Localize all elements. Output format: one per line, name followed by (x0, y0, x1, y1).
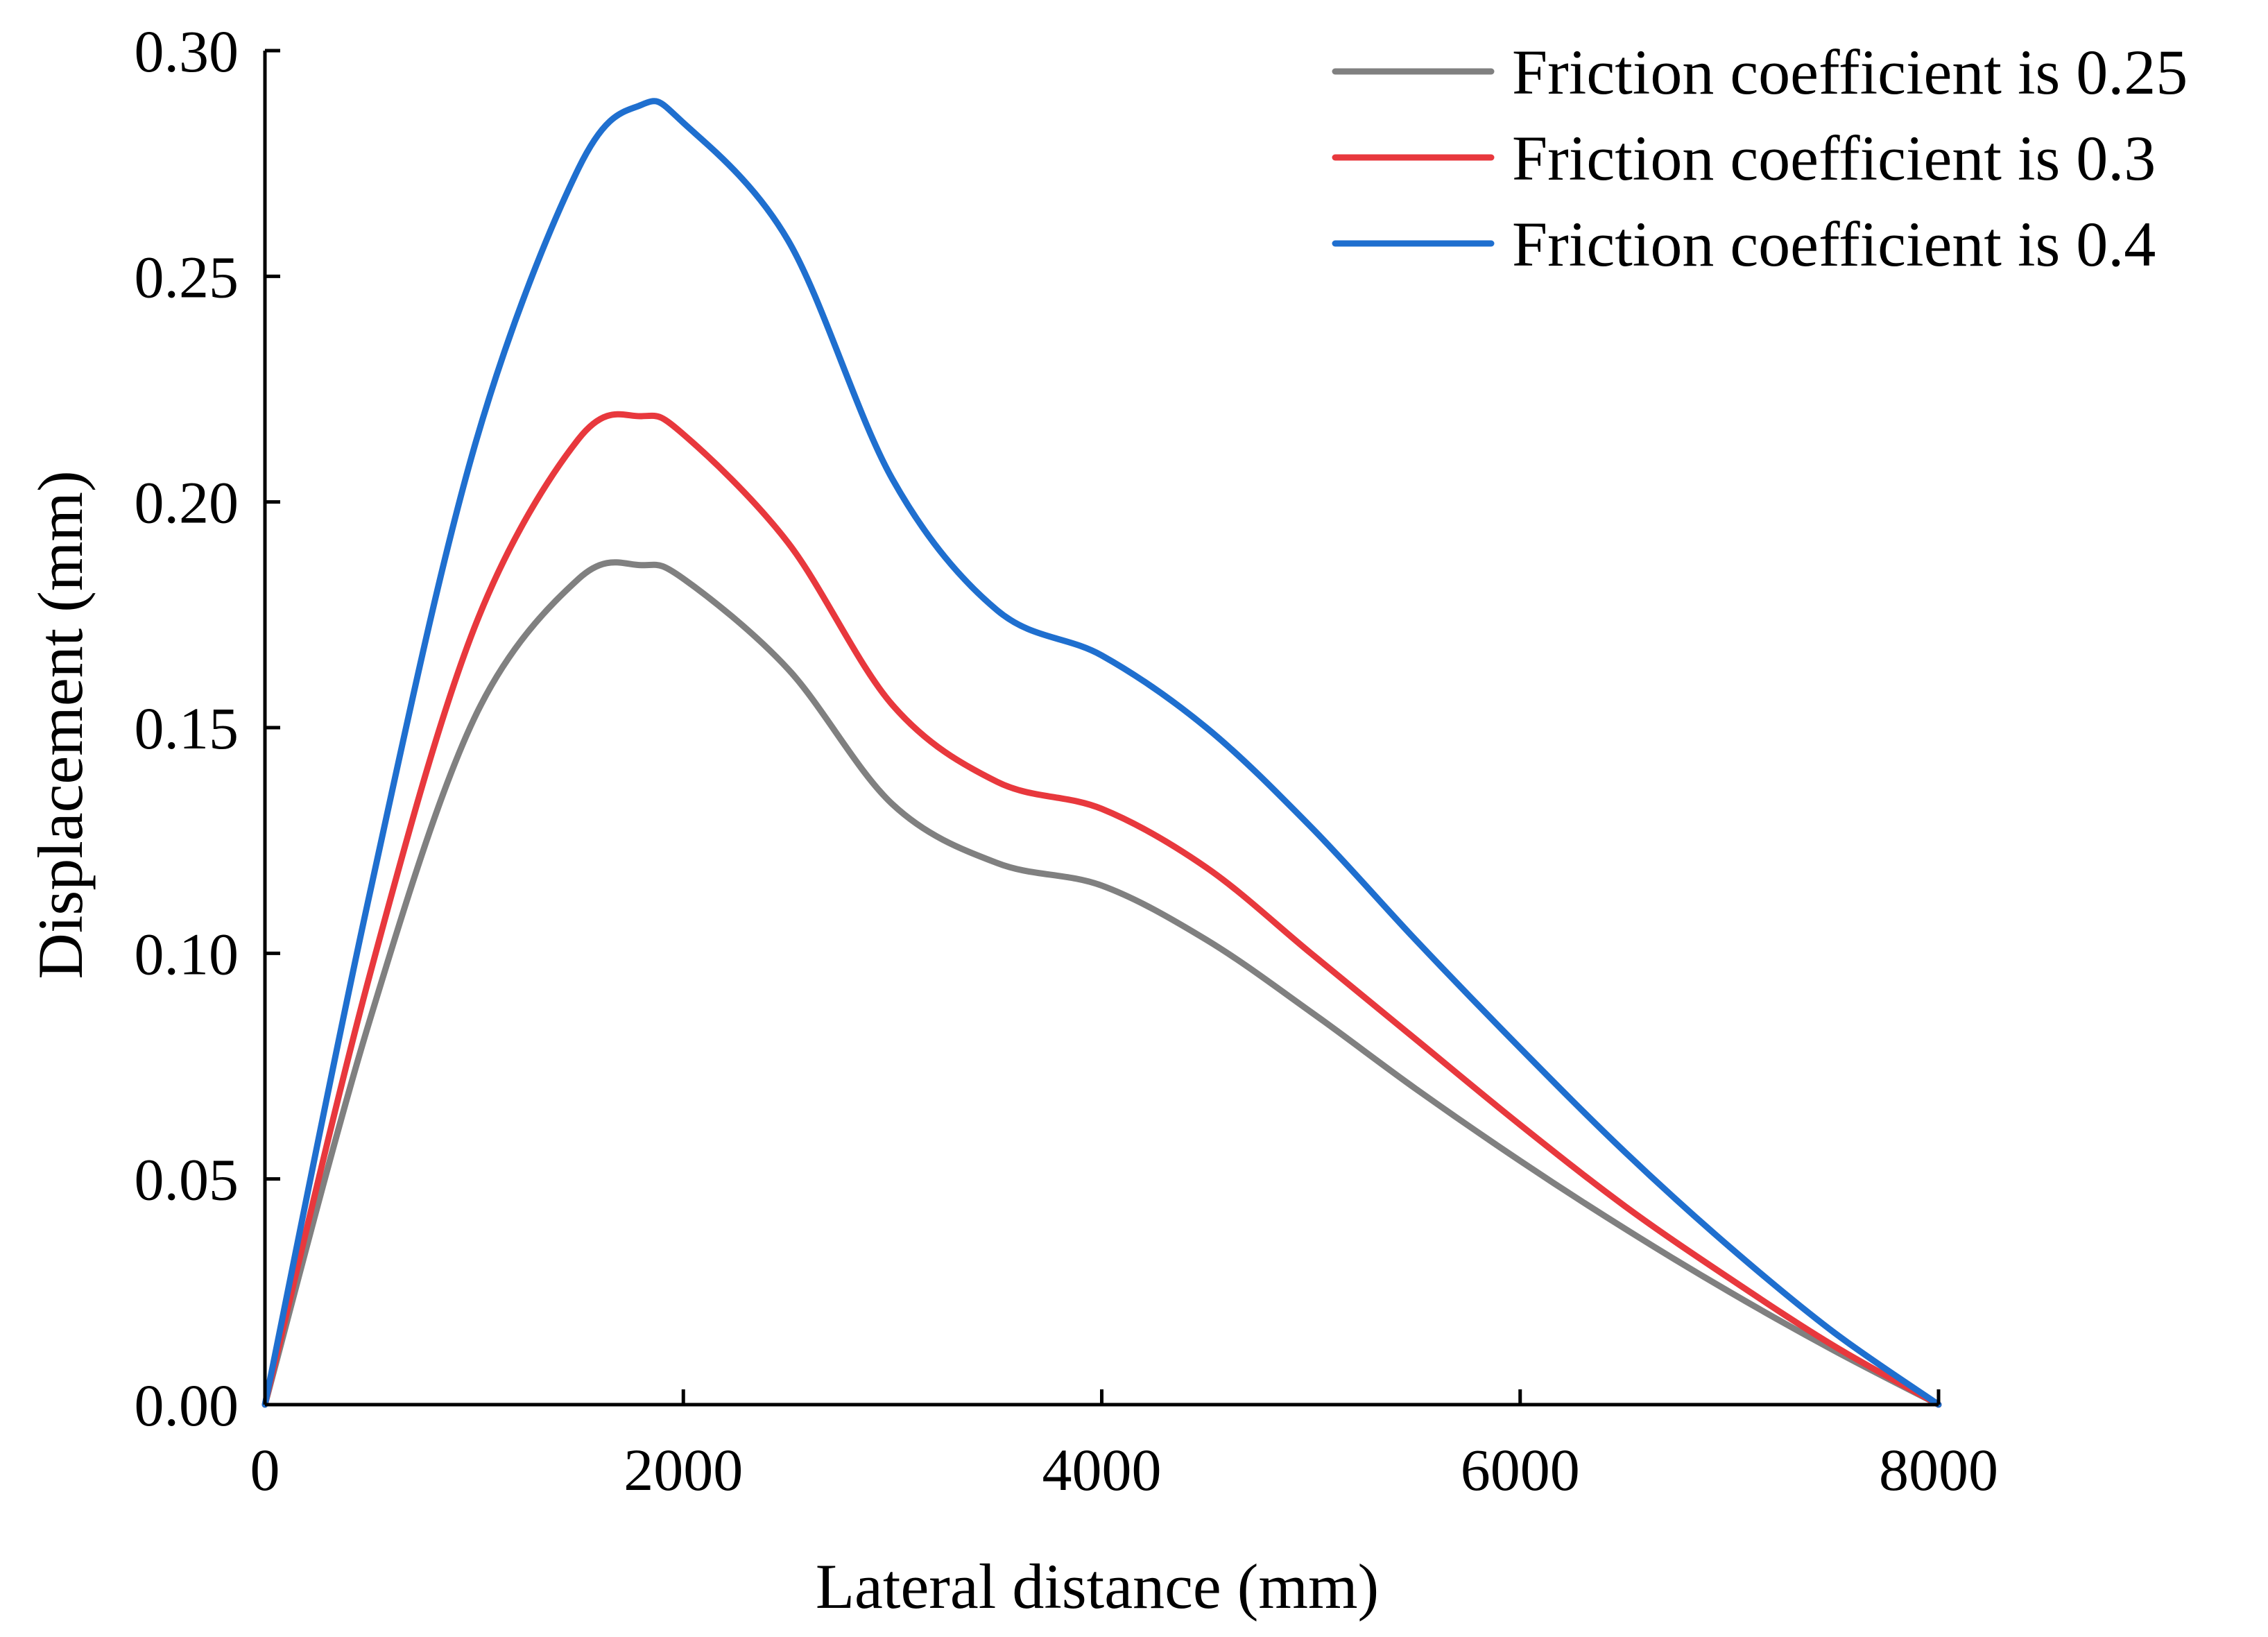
y-tick-label: 0.00 (135, 1372, 239, 1439)
y-tick-label: 0.10 (135, 920, 239, 987)
series-line-1 (261, 559, 1942, 1408)
x-tick-label: 8000 (1879, 1437, 1998, 1503)
legend-label-1: Friction coefficient is 0.25 (1512, 37, 2188, 108)
ticks: 0 2000 4000 6000 8000 0.00 0.05 0.10 0.15 0.20 0.2… (135, 18, 1999, 1503)
series-layer (261, 98, 1942, 1408)
y-axis-title: Displacement (mm) (25, 470, 96, 979)
y-tick-label: 0.30 (135, 18, 239, 85)
legend-label-2: Friction coefficient is 0.3 (1512, 123, 2156, 194)
legend-label-3: Friction coefficient is 0.4 (1512, 209, 2156, 280)
y-tick-label: 0.05 (135, 1147, 239, 1213)
series-line-3 (261, 98, 1942, 1408)
series-line-2 (261, 411, 1942, 1408)
x-tick-label: 2000 (624, 1437, 743, 1503)
x-tick-label: 4000 (1042, 1437, 1162, 1503)
y-tick-label: 0.25 (135, 243, 239, 310)
x-tick-label: 0 (250, 1437, 280, 1503)
y-tick-label: 0.15 (135, 695, 239, 762)
legend: Friction coefficient is 0.25 Friction coe… (1332, 37, 2188, 280)
y-tick-label: 0.20 (135, 470, 239, 536)
x-axis-title: Lateral distance (mm) (816, 1551, 1379, 1622)
x-tick-label: 6000 (1461, 1437, 1580, 1503)
